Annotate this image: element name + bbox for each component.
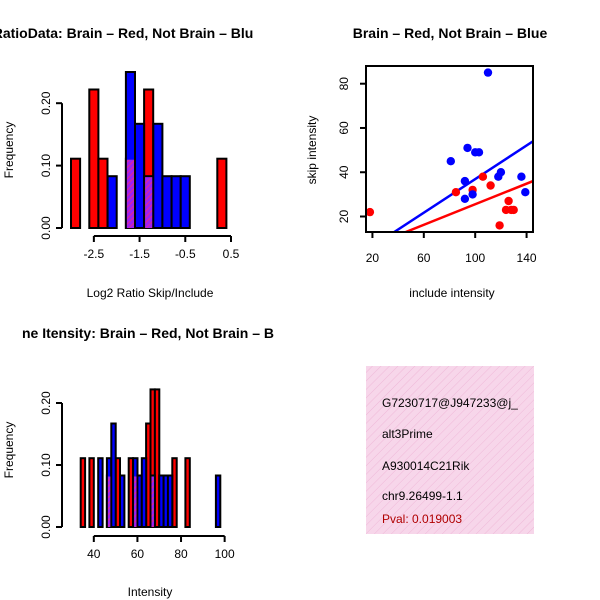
intensity-histogram-y-tick-label-2: 0.20 bbox=[39, 391, 53, 415]
info-pval: Pval: 0.019003 bbox=[382, 512, 462, 526]
scatter-point-brain-0 bbox=[365, 207, 375, 217]
scatter-y-tick-label-2: 60 bbox=[337, 121, 351, 135]
ratio-histogram-x-tick-label-2: -0.5 bbox=[175, 247, 196, 261]
scatter-point-not-brain-1 bbox=[460, 176, 470, 186]
intensity-histogram-bar-not-brain-0 bbox=[97, 457, 104, 529]
intensity-histogram-bar-not-brain-3 bbox=[119, 474, 126, 528]
scatter-fit-line-not-brain bbox=[393, 140, 533, 232]
scatter-point-not-brain-4 bbox=[468, 190, 477, 199]
info-panel-background bbox=[366, 366, 534, 534]
intensity-histogram-x-tick-label-1: 60 bbox=[131, 547, 145, 561]
intensity-histogram-bar-not-brain-11 bbox=[214, 474, 222, 528]
scatter-point-brain-4 bbox=[486, 181, 495, 190]
ratio-histogram-bar-brain-5 bbox=[216, 157, 228, 229]
ratio-histogram-bar-not-brain-2 bbox=[134, 122, 146, 229]
ratio-histogram-y-tick-label-1: 0.10 bbox=[39, 154, 53, 178]
scatter-fit-line-brain bbox=[405, 179, 533, 232]
scatter-point-not-brain-3 bbox=[463, 143, 472, 153]
scatter-point-not-brain-6 bbox=[474, 148, 484, 157]
scatter-x-tick-label-3: 140 bbox=[517, 251, 537, 265]
scatter-x-tick-label-2: 100 bbox=[465, 251, 485, 265]
ratio-histogram-title: RatioData: Brain – Red, Not Brain – Blu bbox=[0, 25, 253, 41]
intensity-histogram-x-tick-label-0: 40 bbox=[87, 547, 101, 561]
ratio-histogram-x-tick-label-3: 0.5 bbox=[223, 247, 240, 261]
ratio-histogram-x-tick-label-0: -2.5 bbox=[84, 247, 105, 261]
intensity-histogram-y-tick-label-1: 0.10 bbox=[39, 453, 53, 477]
intensity-histogram-bar-brain-1 bbox=[88, 457, 95, 529]
scatter-point-brain-3 bbox=[478, 172, 488, 181]
ratio-histogram-xlabel: Log2 Ratio Skip/Include bbox=[87, 286, 214, 300]
intensity-scatter: Brain – Red, Not Brain – Blue 20 60 100 140… bbox=[305, 25, 547, 300]
intensity-histogram-title: ne Itensity: Brain – Red, Not Brain – B bbox=[22, 325, 274, 341]
intensity-histogram-y-tick-label-0: 0.00 bbox=[39, 515, 53, 539]
scatter-x-tick-label-1: 60 bbox=[417, 251, 431, 265]
scatter-point-not-brain-9 bbox=[496, 168, 506, 177]
intensity-histogram: ne Itensity: Brain – Red, Not Brain – B … bbox=[2, 325, 274, 599]
info-panel: G7230717@J947233@j_ alt3Prime A930014C21… bbox=[366, 366, 534, 534]
scatter-point-not-brain-2 bbox=[460, 194, 470, 203]
ratio-histogram-bar-brain-1 bbox=[88, 88, 100, 229]
intensity-histogram-bar-brain-8 bbox=[153, 388, 161, 528]
intensity-histogram-x-tick-label-3: 100 bbox=[215, 547, 235, 561]
scatter-y-tick-label-3: 80 bbox=[337, 77, 351, 91]
intensity-histogram-bars bbox=[79, 388, 222, 529]
scatter-frame bbox=[365, 65, 534, 233]
intensity-histogram-overlap-bar-2 bbox=[151, 476, 154, 527]
ratio-histogram-overlap-bar-0 bbox=[126, 159, 134, 228]
intensity-histogram-bar-not-brain-6 bbox=[140, 457, 148, 529]
ratio-histogram-bar-brain-2 bbox=[97, 157, 109, 229]
scatter-y-tick-label-0: 20 bbox=[337, 210, 351, 224]
ratio-histogram: RatioData: Brain – Red, Not Brain – Blu … bbox=[0, 25, 253, 300]
ratio-histogram-x-tick-label-1: -1.5 bbox=[129, 247, 150, 261]
ratio-histogram-bar-brain-0 bbox=[70, 157, 82, 229]
intensity-histogram-bar-brain-0 bbox=[79, 457, 87, 529]
scatter-y-tick-label-1: 40 bbox=[337, 165, 351, 179]
intensity-histogram-axes: 40 60 80 100 0.00 0.10 0.20 bbox=[39, 391, 235, 561]
ratio-histogram-bar-not-brain-6 bbox=[170, 175, 182, 229]
scatter-point-brain-7 bbox=[504, 196, 513, 206]
info-event-type: alt3Prime bbox=[382, 427, 433, 441]
ratio-histogram-bars bbox=[70, 71, 228, 229]
scatter-point-not-brain-7 bbox=[483, 68, 493, 77]
info-gene: A930014C21Rik bbox=[382, 459, 470, 473]
scatter-ylabel: skip intensity bbox=[305, 116, 319, 185]
ratio-histogram-ylabel: Frequency bbox=[2, 122, 16, 179]
intensity-histogram-bar-brain-10 bbox=[184, 457, 191, 529]
ratio-histogram-bar-not-brain-0 bbox=[106, 175, 118, 229]
ratio-histogram-bar-not-brain-5 bbox=[161, 175, 173, 229]
intensity-histogram-overlap-bar-1 bbox=[134, 476, 137, 527]
scatter-title: Brain – Red, Not Brain – Blue bbox=[353, 25, 548, 41]
ratio-histogram-overlap-bar-1 bbox=[145, 177, 153, 228]
ratio-histogram-bar-not-brain-7 bbox=[179, 175, 191, 229]
ratio-histogram-axes: -2.5 -1.5 -0.5 0.5 0.00 0.10 0.20 bbox=[39, 91, 240, 261]
scatter-point-not-brain-11 bbox=[521, 188, 530, 197]
ratio-histogram-y-tick-label-2: 0.20 bbox=[39, 91, 53, 115]
scatter-point-brain-5 bbox=[495, 221, 504, 230]
intensity-histogram-xlabel: Intensity bbox=[128, 585, 173, 599]
scatter-xlabel: include intensity bbox=[409, 286, 494, 300]
intensity-histogram-bar-not-brain-2 bbox=[110, 422, 117, 528]
scatter-point-not-brain-10 bbox=[517, 172, 526, 181]
scatter-point-not-brain-0 bbox=[446, 157, 455, 166]
scatter-plot-area: 20 60 100 140 20 40 60 80 bbox=[337, 65, 537, 265]
info-id-text: G7230717@J947233@j_ bbox=[382, 396, 518, 410]
ratio-histogram-bar-not-brain-4 bbox=[152, 122, 164, 229]
scatter-point-brain-1 bbox=[451, 188, 461, 197]
intensity-histogram-overlap-bar-0 bbox=[107, 476, 111, 527]
scatter-point-brain-9 bbox=[509, 205, 518, 215]
intensity-histogram-bar-not-brain-10 bbox=[166, 474, 174, 528]
info-location: chr9.26499-1.1 bbox=[382, 489, 463, 503]
scatter-x-tick-label-0: 20 bbox=[366, 251, 380, 265]
intensity-histogram-ylabel: Frequency bbox=[2, 422, 16, 479]
intensity-histogram-x-tick-label-2: 80 bbox=[174, 547, 188, 561]
ratio-histogram-y-tick-label-0: 0.00 bbox=[39, 216, 53, 240]
